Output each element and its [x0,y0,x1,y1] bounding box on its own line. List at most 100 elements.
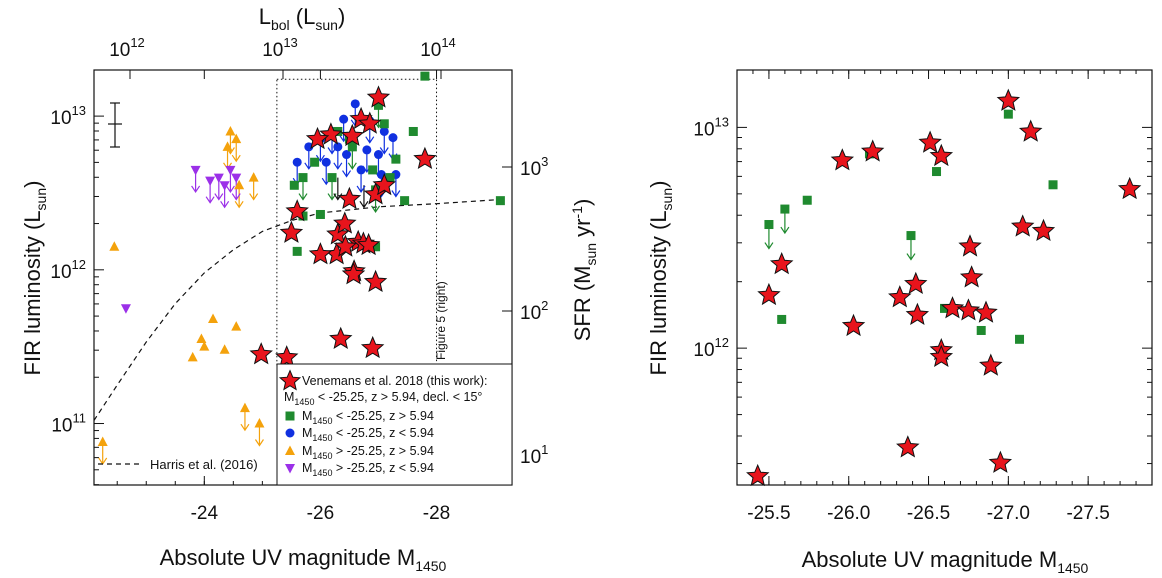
data-point-triangle-up [199,341,210,351]
data-point-square [368,165,378,175]
legend: Venemans et al. 2018 (this work): M1450 … [276,363,513,486]
right-tick-label: 101 [520,442,548,468]
y-tick-label: 1013 [50,103,86,129]
data-point-triangle-down [219,181,230,191]
data-point-square [1015,334,1025,344]
top-tick-label: 1012 [109,35,145,61]
data-point-star [905,302,930,325]
data-point-circle [350,99,360,109]
data-point-triangle-down [205,176,216,187]
legend-entry-this-work: Venemans et al. 2018 (this work): [302,374,488,388]
data-point-star [979,353,1003,376]
data-point-triangle-up [231,133,242,144]
data-point-square [292,246,302,256]
right-y-axis-label: FIR luminosity (Lsun) [646,181,675,376]
error-bar [108,102,122,148]
data-point-triangle-down [120,304,131,314]
data-point-star [940,296,965,319]
data-point-square [976,325,986,335]
box-label: Figure 5 (right) [434,281,448,360]
legend-entry-green: M1450 < -25.25, z > 5.94 [302,409,434,426]
data-point-square [802,195,812,205]
data-point-star [340,123,365,147]
legend-entry-orange: M1450 > -25.25, z > 5.94 [302,444,434,461]
data-point-star [769,251,794,275]
data-point-square [940,303,949,313]
top-tick-label: 1013 [262,35,298,61]
x-tick-label: -27.0 [987,503,1030,524]
data-point-star [319,122,343,145]
data-point-square [906,231,916,241]
legend-symbol-star [278,369,302,391]
legend-symbol-triangle-down [285,464,295,474]
data-point-star [275,345,299,368]
data-point-triangle-up [196,333,207,343]
data-point-star [958,234,982,257]
data-point-square [298,173,308,183]
legend-box [276,363,513,486]
upper-limit-arrow [359,185,369,209]
data-point-triangle-down [231,173,242,184]
data-point-circle [304,142,314,152]
y-tick-label: 1011 [51,411,86,437]
data-point-triangle-up [187,351,198,362]
left-y-axis-label: FIR luminosity (Lsun) [20,181,49,376]
legend-symbols [278,369,302,474]
data-point-star [358,111,382,134]
data-point-circle [373,150,383,160]
left-x-axis-label: Absolute UV magnitude M1450 [160,545,447,574]
x-tick-label: -26 [307,503,334,524]
data-point-square [764,220,774,230]
data-point-star [356,232,381,256]
data-point-square [777,314,787,324]
data-point-star [285,199,309,222]
data-point-square [780,204,790,214]
data-point-triangle-down [213,173,224,184]
data-point-square [347,142,357,152]
data-point-circle [388,133,398,143]
data-point-triangle-down [190,165,201,176]
data-point-star [366,85,391,108]
data-point-triangle-up [254,418,265,428]
right-axis-label: SFR (Msun yr-1) [569,199,599,342]
legend-symbol-square [285,411,295,421]
data-point-triangle-up [222,141,233,151]
data-point-star [888,285,912,308]
right-x-axis-label: Absolute UV magnitude M1450 [802,547,1089,576]
data-point-star [904,271,928,295]
data-point-square [495,196,505,206]
data-point-triangle-up [231,321,242,331]
x-tick-label: -25.5 [747,503,790,524]
legend-entry-this-work-criteria: M1450 < -25.25, z > 5.94, decl. < 15° [284,390,482,407]
data-point-triangle-down [225,165,236,176]
data-point-square [371,242,381,252]
left-axis-ticks: -24 -26 -28 1011 1012 1013 1012 1013 1014 101 102 1… [50,35,548,524]
x-tick-label: -28 [423,503,450,524]
data-point-square [327,173,337,183]
data-point-circle [356,165,366,175]
legend-entry-purple: M1450 > -25.25, z < 5.94 [302,461,434,478]
data-point-square [379,119,389,129]
data-point-triangle-up [234,179,245,190]
data-point-star [956,298,981,321]
data-point-square [932,167,942,177]
data-point-circle [321,157,331,167]
data-point-star [279,220,304,243]
data-point-star [757,282,781,306]
data-point-circle [339,114,349,124]
x-tick-label: -24 [191,503,219,524]
data-point-star [333,211,357,234]
data-point-star [249,342,273,365]
y-tick-label: 1012 [50,257,86,283]
data-point-star [929,344,954,367]
data-point-square [400,196,410,206]
data-point-star [1117,176,1142,200]
data-point-star [372,172,396,196]
data-point-star [996,88,1021,111]
right-data-marks [746,88,1142,487]
data-point-star [1018,119,1043,142]
data-point-star [918,130,942,153]
x-tick-label: -27.5 [1066,503,1109,524]
harris-curve [93,198,507,421]
